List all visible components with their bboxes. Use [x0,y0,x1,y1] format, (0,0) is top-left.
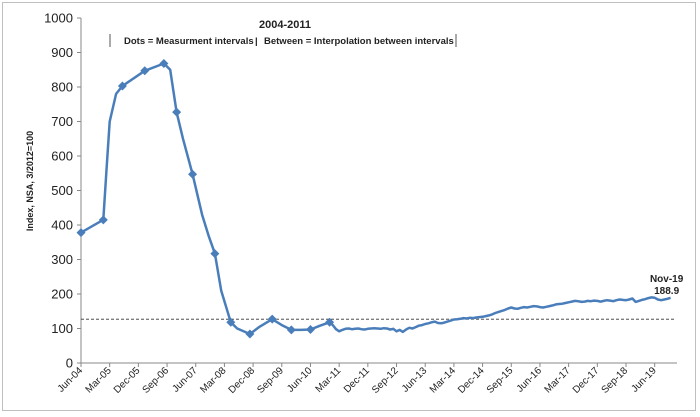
series-line [80,62,671,336]
x-tick-label: Dec-17 [571,365,602,396]
y-axis-label: Index, NSA, 3/2012=100 [25,131,35,231]
y-tick-label: 1000 [44,11,73,26]
y-tick-label: 0 [66,356,73,371]
y-tick-label: 800 [51,80,73,95]
measurement-point [226,317,236,327]
y-tick-label: 400 [51,218,73,233]
chart-subtitle-separator: | [255,36,258,47]
measurement-point [325,317,335,327]
x-tick-label: Mar-05 [84,365,114,395]
x-tick-label: Jun-16 [515,365,545,395]
x-tick-label: Dec-05 [112,365,143,396]
x-tick-label: Sep-15 [485,365,516,396]
measurement-point [245,329,255,339]
measurement-point [76,228,86,238]
y-tick-label: 600 [51,149,73,164]
x-tick-label: Dec-11 [342,365,372,395]
measurement-point [210,249,220,259]
x-tick-label: Mar-17 [543,365,573,395]
chart-title: 2004-2011 [259,19,311,31]
measurement-point [188,169,198,179]
x-tick-label: Jun-13 [400,365,430,395]
x-tick-label: Sep-06 [141,365,172,396]
measurement-point [267,314,277,324]
measurement-point [117,81,127,91]
measurement-point [159,59,169,69]
plot-area: 01002003004005006007008009001000Jun-04Ma… [44,11,684,396]
y-tick-label: 500 [51,183,73,198]
y-tick-label: 100 [51,321,73,336]
measurement-point [140,66,150,76]
y-tick-label: 700 [51,114,73,129]
y-tick-label: 900 [51,45,73,60]
x-tick-label: Sep-12 [370,365,401,396]
x-tick-label: Sep-18 [600,365,631,396]
x-tick-label: Dec-08 [227,365,258,396]
y-tick-label: 200 [51,287,73,302]
x-tick-label: Jun-10 [285,365,315,395]
x-tick-label: Dec-14 [456,365,487,396]
chart-subtitle-left: Dots = Measurment intervals [124,36,254,47]
measurement-point [286,325,296,335]
annotation-date: Nov-19 [650,274,684,285]
measurement-point [305,325,315,335]
x-tick-label: Mar-14 [428,365,458,395]
x-tick-label: Jun-19 [629,365,659,395]
y-tick-label: 300 [51,252,73,267]
chart-subtitle-right: Between = Interpolation between interval… [264,36,454,47]
chart-frame: 2004-2011 Dots = Measurment intervals | … [2,2,696,411]
line-chart: 2004-2011 Dots = Measurment intervals | … [25,11,684,396]
annotation-value: 188.9 [654,286,679,297]
x-tick-label: Mar-11 [314,365,344,395]
x-tick-label: Sep-09 [255,365,286,396]
x-tick-label: Jun-07 [170,365,200,395]
x-tick-label: Mar-08 [198,365,228,395]
measurement-point [98,215,108,225]
measurement-point [172,107,182,117]
